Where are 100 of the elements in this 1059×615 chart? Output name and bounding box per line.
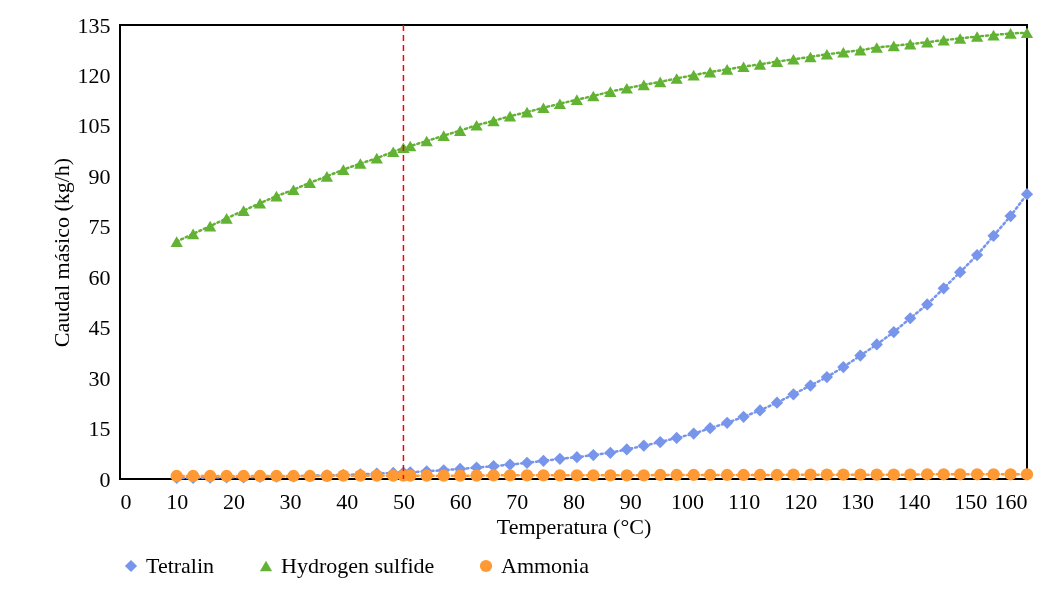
point [787,54,800,65]
y-tick-label: 75 [88,214,111,240]
point [753,59,767,70]
point [820,468,834,481]
y-tick-label: 120 [77,62,111,88]
y-tick-label: 60 [88,264,111,290]
point [737,468,750,482]
point [737,61,750,72]
point [287,184,300,196]
point [454,469,467,482]
point [620,443,633,456]
point [770,468,784,482]
point [420,469,433,482]
point [537,454,550,467]
point [537,102,550,114]
point [670,73,683,84]
point [970,248,984,262]
point [687,69,700,81]
point [787,468,800,481]
y-tick-label: 30 [88,365,111,391]
point [904,38,917,50]
point [820,48,834,60]
point [1004,209,1017,223]
point [387,146,400,158]
point [687,468,700,482]
point [604,446,617,459]
point [270,190,283,202]
point [870,468,883,481]
point [370,152,383,164]
point [1020,188,1034,201]
point [753,468,767,482]
point [870,338,883,351]
point [337,164,350,175]
point [503,110,517,122]
point [520,469,534,482]
y-tick-label: 90 [88,163,111,189]
point [970,31,984,42]
y-tick-label: 0 [99,466,111,492]
point [303,177,317,189]
point [620,469,633,482]
x-tick-label: 0 [120,488,132,514]
point [921,468,934,481]
point [887,40,900,52]
point [520,106,534,118]
point [654,468,667,482]
point [237,205,250,216]
point [420,135,433,147]
point [654,76,667,88]
point [320,171,334,182]
point [687,427,700,440]
point [721,64,734,75]
x-tick-label: 160 [994,488,1028,514]
point [737,410,750,423]
point [604,86,617,97]
point [887,325,900,339]
point [437,130,450,141]
legend-label: Ammonia [501,553,590,578]
x-tick-label: 50 [392,488,415,514]
point [537,469,550,482]
point [220,213,233,224]
point [837,360,850,374]
point [937,468,950,481]
y-tick-label: 105 [77,113,111,139]
point [953,33,967,44]
x-tick-label: 90 [619,488,642,514]
x-tick-label: 140 [897,488,931,514]
point [820,370,834,384]
x-tick-label: 110 [727,488,761,514]
point [470,119,483,131]
point [587,90,600,102]
point [187,228,200,240]
point [721,468,734,482]
point [804,51,817,63]
point [620,82,633,94]
legend-label: Tetralin [146,553,215,578]
point [570,469,584,482]
point [937,282,950,295]
point [520,456,534,469]
point [1020,468,1034,481]
point [703,66,717,78]
point [637,469,650,482]
point [770,56,784,67]
point [804,379,817,392]
point [953,468,967,481]
point [587,449,600,462]
point [354,158,367,169]
point [987,229,1000,242]
point [503,469,517,482]
point [854,468,867,481]
point [553,452,567,465]
point [904,468,917,481]
x-tick-label: 150 [954,488,988,514]
y-tick-label: 135 [77,12,111,38]
point [953,266,967,279]
point [637,439,650,452]
point [587,469,600,482]
point [921,36,934,48]
point [253,197,267,209]
point [854,44,867,56]
point [454,125,467,136]
